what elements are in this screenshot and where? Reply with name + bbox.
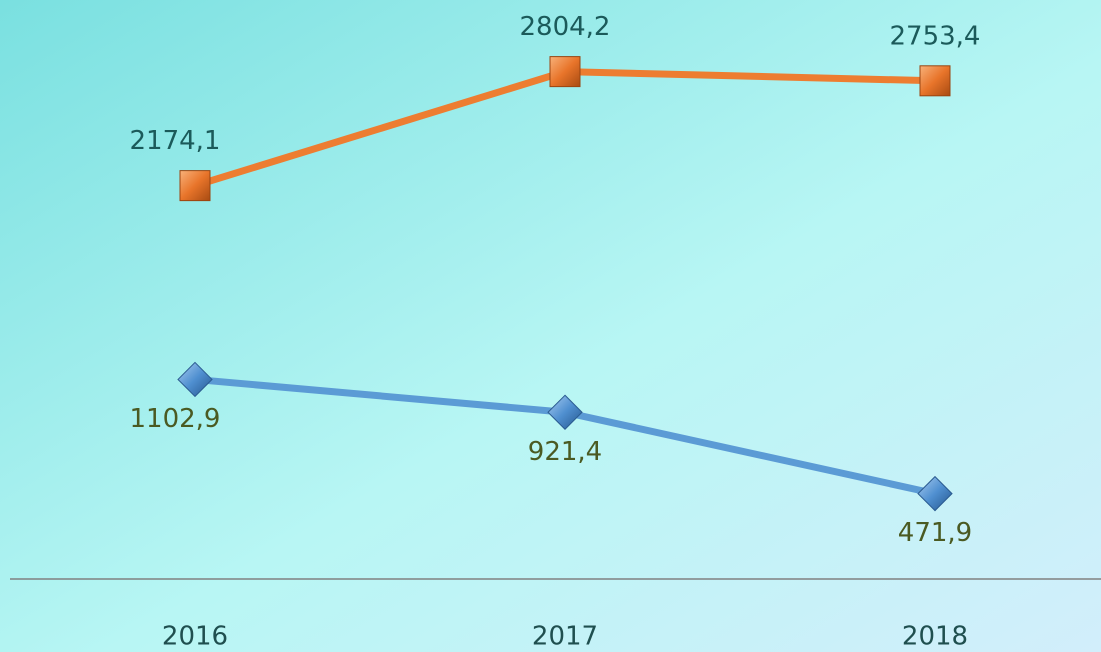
marker <box>917 475 953 512</box>
data-label: 921,4 <box>528 437 602 467</box>
marker <box>179 170 211 202</box>
marker <box>919 65 951 97</box>
marker <box>547 394 583 430</box>
x-tick-label: 2016 <box>162 622 228 652</box>
data-label: 1102,9 <box>130 404 221 434</box>
marker <box>177 361 213 398</box>
marker <box>549 56 581 88</box>
data-label: 2804,2 <box>520 12 611 42</box>
data-label: 2753,4 <box>890 21 981 51</box>
x-tick-label: 2018 <box>902 622 968 652</box>
data-label: 471,9 <box>898 518 972 548</box>
x-tick-label: 2017 <box>532 622 598 652</box>
data-label: 2174,1 <box>130 126 221 156</box>
